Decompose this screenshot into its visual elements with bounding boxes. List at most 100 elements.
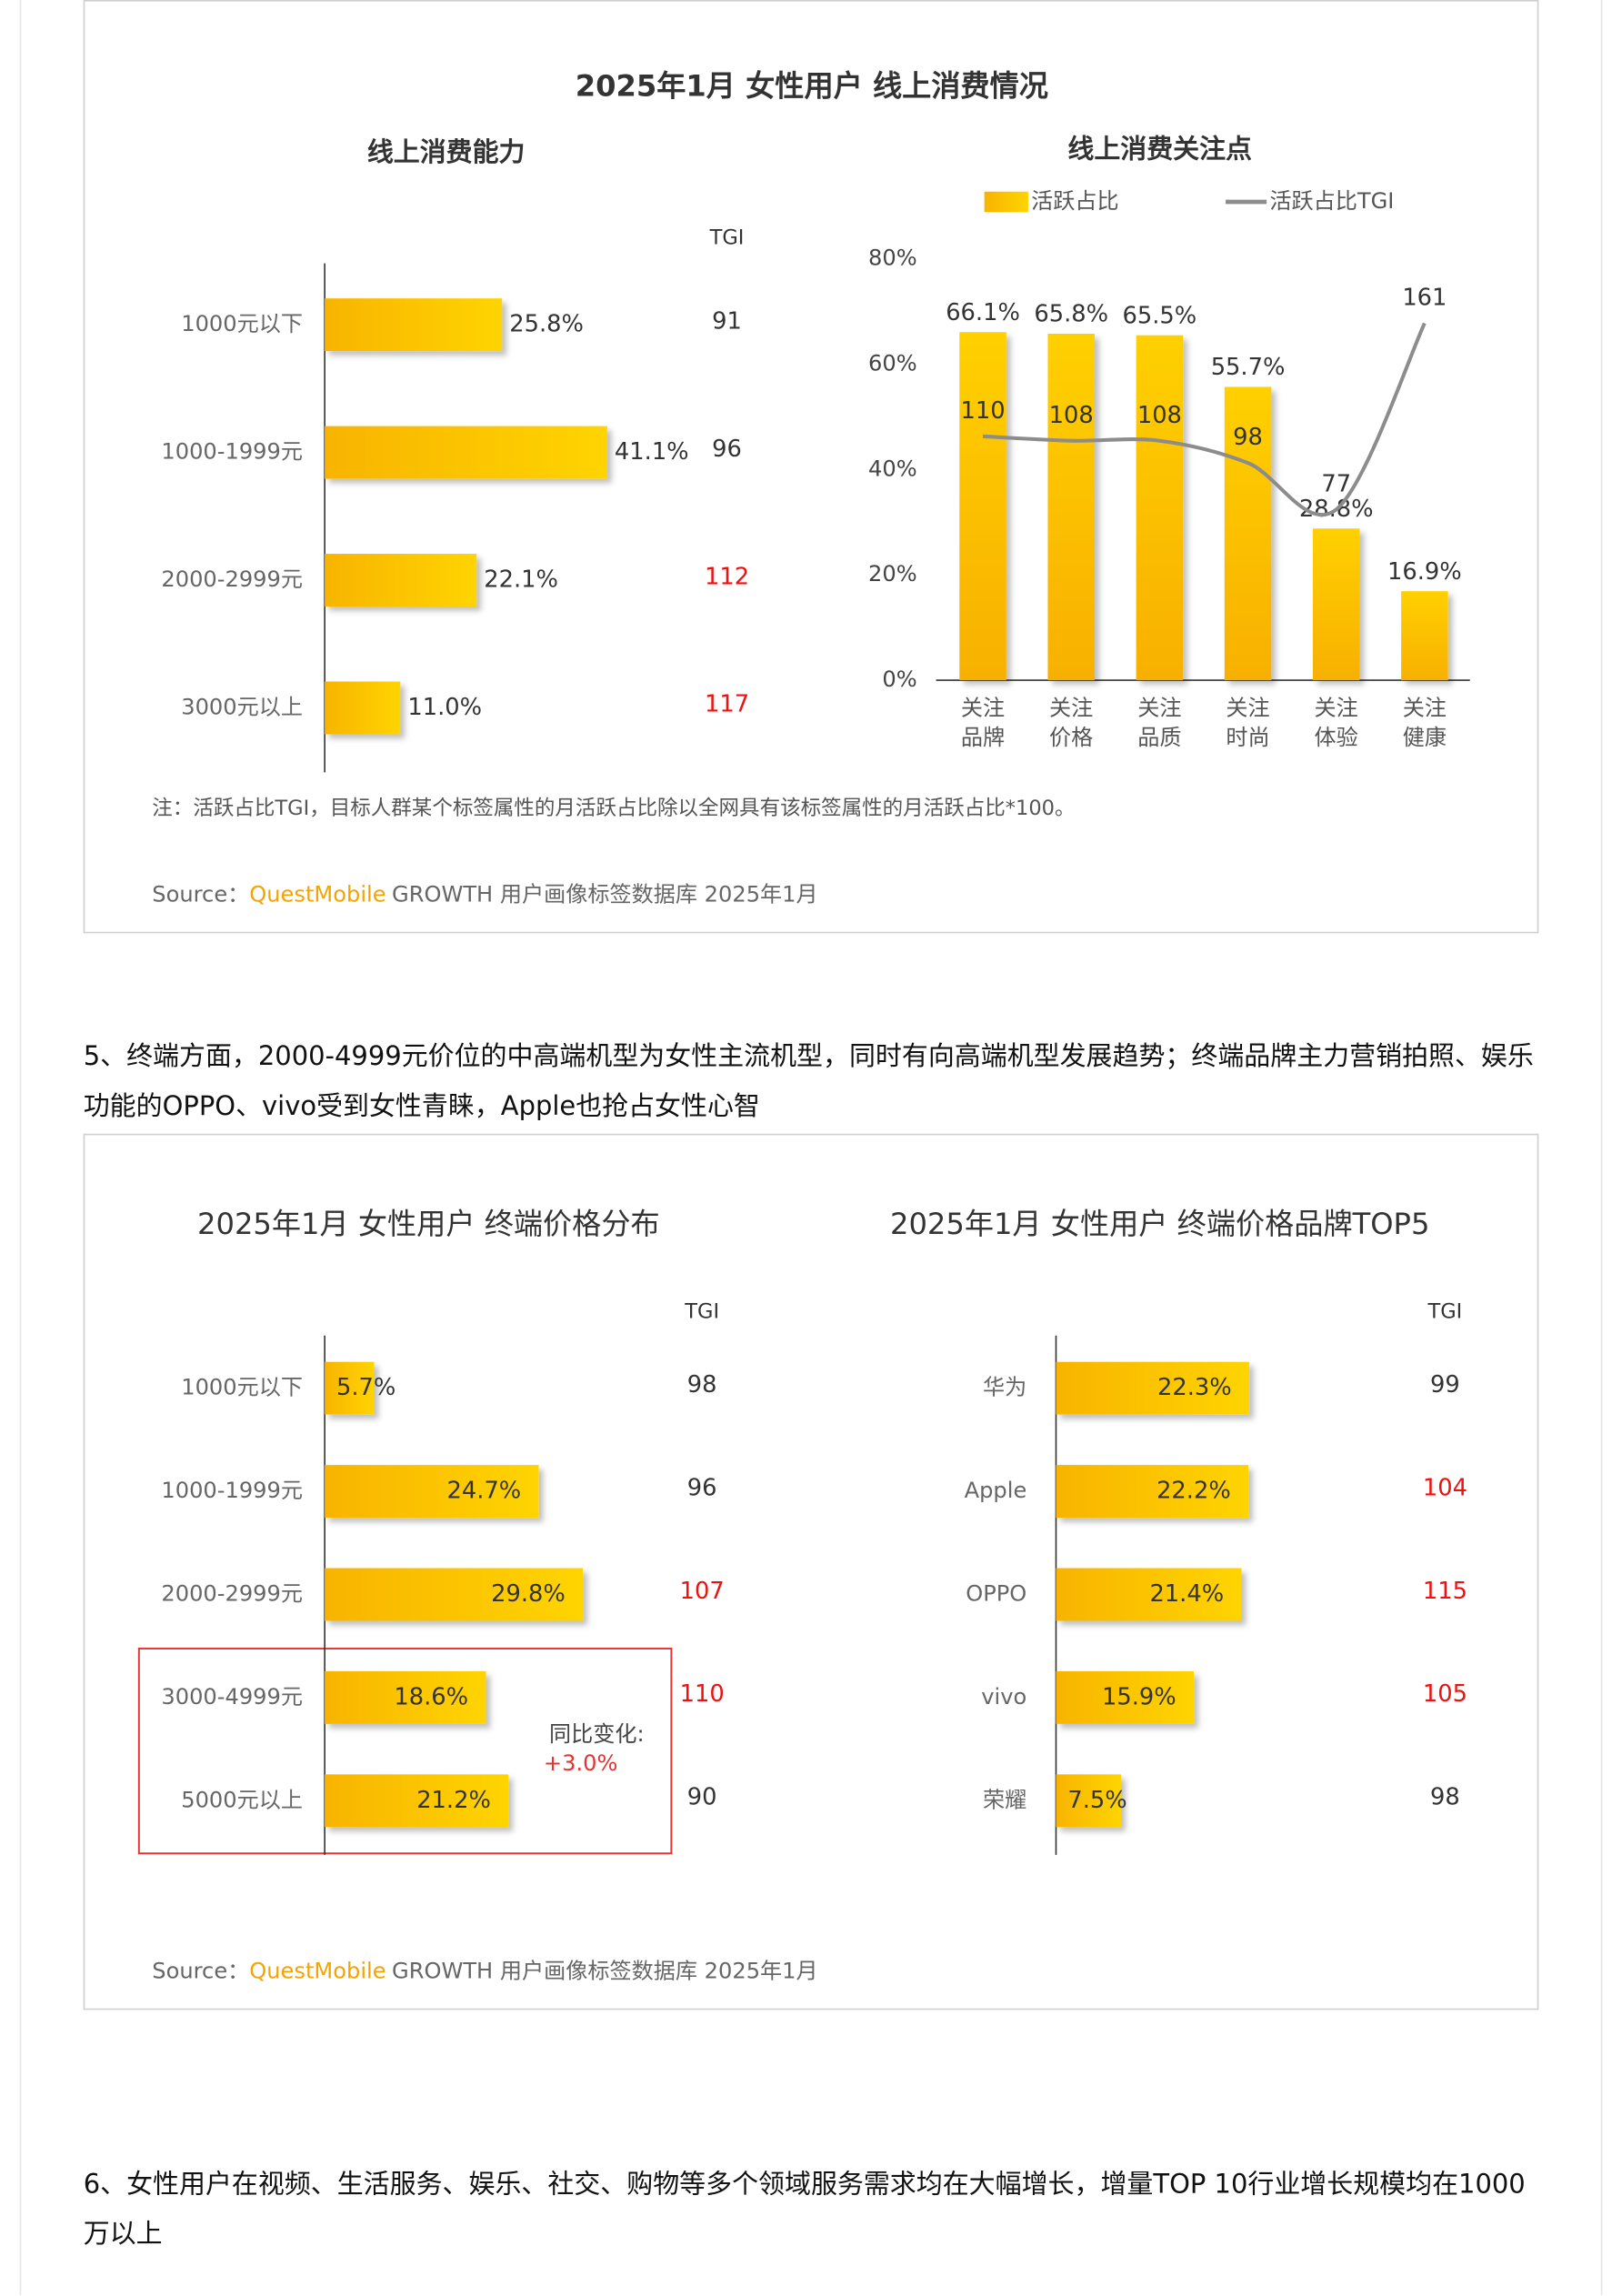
tgi-value: 115 [1423,1578,1467,1605]
tgi-value: 117 [705,691,749,718]
bar [1056,1670,1195,1724]
bar [1056,1465,1249,1519]
category-label: 华为 [983,1375,1026,1400]
bar [325,426,607,479]
legend-label: 活跃占比 [1031,188,1119,214]
value-label: 21.2% [416,1787,491,1814]
category-label: 1000-1999元 [161,1478,303,1503]
bar [1312,528,1360,681]
tgi-value: 104 [1423,1474,1467,1501]
tgi-value: 96 [712,436,742,463]
value-label: 22.2% [1156,1478,1231,1505]
chart-title: 线上消费能力 [367,136,526,167]
line-value-label: 108 [1049,402,1094,429]
category-label-box: 关注健康 [1402,695,1447,751]
bar [959,332,1006,681]
value-label: 65.5% [1123,302,1197,329]
bar [325,681,401,735]
value-label: 18.6% [394,1683,468,1710]
tgi-value: 112 [705,563,749,590]
legend-label: 活跃占比TGI [1269,188,1394,214]
value-label: 15.9% [1102,1683,1176,1710]
value-label: 41.1% [615,438,689,466]
tgi-value: 99 [1430,1371,1460,1399]
category-label: 关注品牌 [960,695,1006,751]
category-label: 2000-2999元 [161,566,303,592]
category-label: 关注价格 [1049,695,1094,751]
source-prefix: Source： [152,882,249,907]
value-label: 22.1% [484,566,558,594]
value-label: 11.0% [407,694,482,721]
value-label: 24.7% [447,1478,522,1505]
category-label: 1000元以下 [181,311,303,336]
tgi-value: 110 [680,1680,725,1708]
chart: 2025年1月 女性用户 终端价格品牌TOP5 TGI 华为 22.3% 99 Apple… [890,1207,1467,1855]
category-label-box: 关注时尚 [1226,695,1270,751]
paragraph: 5、终端方面，2000-4999元价位的中高端机型为女性主流机型，同时有向高端机… [83,1041,1534,1122]
chart: 线上消费关注点 0% 20% 40% 60% 80% 活跃占比 活跃占比TGI 关注品牌关注价格… [868,134,1470,751]
bar [325,1774,509,1828]
bar [325,1361,375,1415]
tgi-value: 91 [712,307,742,335]
bar [1401,591,1448,681]
y-tick-label: 40% [868,456,917,481]
panel-title: 2025年1月 女性用户 线上消费情况 [576,69,1048,104]
category-label: 3000元以上 [181,694,303,719]
y-tick-label: 20% [868,561,917,587]
category-label: 3000-4999元 [161,1684,303,1709]
category-label: Apple [965,1478,1027,1503]
bar [325,1568,584,1621]
value-label: 22.3% [1157,1374,1232,1401]
category-label: 1000-1999元 [161,439,303,465]
bar [325,1670,486,1724]
panel-frame [83,1133,1539,2010]
category-label-box: 关注价格 [1049,695,1094,751]
category-label: 1000元以下 [181,1375,303,1400]
value-label: 21.4% [1149,1580,1224,1608]
bar [325,554,477,607]
category-label: 关注体验 [1314,695,1358,751]
category-label: 5000元以上 [181,1787,303,1812]
source-brand: QuestMobile [249,882,385,907]
tgi-header: TGI [709,226,745,250]
line [982,322,1427,517]
category-label: 关注健康 [1402,695,1447,751]
y-tick-label: 80% [868,246,917,271]
panel-frame [83,0,1539,934]
value-label: 5.7% [336,1374,395,1401]
source-prefix: Source： [152,1959,249,1984]
bar [1136,335,1184,681]
chart: 线上消费能力 TGI 1000元以下 25.8% 91 1000-1999元 41.1% 96… [161,136,749,773]
category-label: 关注时尚 [1226,695,1270,751]
highlight-box [137,1648,673,1855]
y-tick-label: 60% [868,351,917,376]
bar [1056,1568,1242,1621]
category-label: 关注品质 [1137,695,1182,751]
line-value-label: 98 [1233,424,1263,451]
source-text: GROWTH 用户画像标签数据库 2025年1月 [392,1959,818,1984]
category-label: vivo [981,1684,1026,1709]
chart-title: 2025年1月 女性用户 终端价格分布 [197,1207,660,1241]
legend-swatch [984,191,1028,213]
chart-title: 线上消费关注点 [1067,134,1252,165]
annotation: 同比变化: [549,1721,645,1747]
bar [325,1465,539,1519]
note: 注：活跃占比TGI，目标人群某个标签属性的月活跃占比除以全网具有该标签属性的月活… [152,797,1075,820]
chart: 2025年1月 女性用户 终端价格分布 TGI 1000元以下 5.7% 98 1000-… [161,1207,725,1855]
value-label: 7.5% [1067,1787,1126,1814]
category-label: 荣耀 [983,1787,1026,1812]
tgi-value: 107 [680,1578,725,1605]
value-label: 66.1% [946,299,1020,326]
tgi-value: 98 [687,1371,717,1399]
category-label: 2000-2999元 [161,1580,303,1606]
source: Source：QuestMobile GROWTH 用户画像标签数据库 2025年… [152,1959,817,1984]
tgi-header: TGI [1427,1300,1462,1324]
bar [1056,1361,1250,1415]
line-value-label: 110 [960,397,1005,425]
tgi-value: 105 [1423,1680,1467,1708]
value-label: 29.8% [491,1580,566,1608]
source: Source：QuestMobile GROWTH 用户画像标签数据库 2025年… [152,882,817,907]
y-tick-label: 0% [882,667,916,692]
